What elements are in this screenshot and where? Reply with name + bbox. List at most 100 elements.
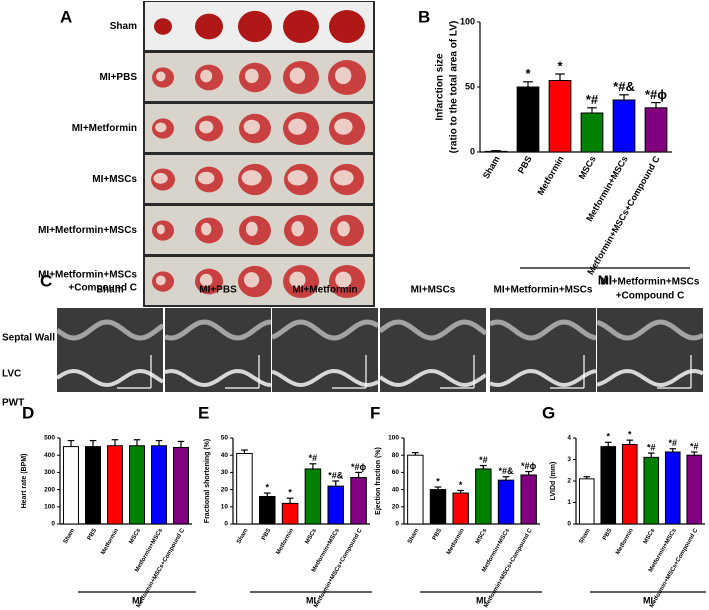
row-label: MI+PBS [99,72,137,83]
x-tick-label: MSCs [577,154,598,181]
bar [621,443,638,525]
infarct-area [289,67,306,84]
row-label: LVC [2,369,21,380]
heart-slice [283,9,319,44]
significance-label: *#& [328,470,344,480]
significance-label: * [459,480,463,490]
bar [350,477,367,525]
scale-bar [117,355,152,389]
y-tick-label: 500 [44,435,55,442]
y-tick-label: 100 [388,435,399,442]
infarct-area [291,221,304,237]
significance-label: *#ϕ [521,461,537,471]
bar [236,452,253,525]
bar [548,80,572,153]
septal-trace [378,319,488,341]
infarct-area [155,275,166,286]
infarct-area [334,118,353,135]
significance-label: *# [690,441,699,451]
septal-trace [271,319,380,341]
x-tick-label: Metformin [615,528,635,556]
y-tick-label: 1 [567,499,571,506]
echo-image [597,308,703,392]
photo-frame [143,1,375,307]
y-axis-label: Ejection fraction (%) [375,447,382,515]
column-title: Sham [96,285,123,296]
infarct-area [241,170,262,186]
y-axis-label: Fractional shortening (%) [204,439,211,523]
group-label: MI [643,595,653,605]
y-tick-label: 0 [470,146,475,156]
column-title: MI+PBS [199,285,237,296]
scale-bar [440,355,475,389]
significance-label: * [628,430,632,440]
y-tick-label: 20 [221,486,229,493]
scale-bar [225,355,260,389]
scale-bar [657,355,692,389]
infarct-area [244,68,259,84]
panel-label: E [198,403,209,422]
row-label: PWT [2,398,24,409]
heart-slice [154,18,172,35]
x-tick-label: MSCs [475,527,489,545]
panel-label: A [60,7,72,26]
x-tick-label: Sham [481,154,502,180]
y-tick-label: 10 [221,504,229,511]
y-axis-label: Heart rate (BPM) [21,454,28,509]
infarct-area [200,69,213,83]
x-tick-label: Metformin+MSCs+Compound C [483,527,534,609]
bar [497,479,515,525]
panel-label: B [418,7,430,26]
septal-trace [489,319,597,341]
bar [664,451,681,525]
bar [475,468,492,525]
infarct-area [197,171,215,185]
x-tick-label: Metformin [535,154,565,197]
scale-bar [332,355,367,389]
y-tick-label: 0 [395,521,399,528]
column-title: MI+Metformin+MSCs [494,285,593,296]
x-tick-label: Sham [578,528,591,545]
significance-label: *#ϕ [645,87,667,102]
infarct-area [287,170,308,186]
panel-label: C [40,271,52,290]
group-label: MI [132,595,142,605]
significance-label: * [288,488,292,498]
bar [85,446,101,525]
y-axis-label: Infarction size [435,53,446,121]
significance-label: *# [647,442,656,452]
group-label: MI [306,595,316,605]
x-tick-label: Sham [63,528,76,545]
y-tick-label: 100 [44,504,55,511]
infarct-area [333,170,354,186]
row-label: +Compound C [68,283,137,294]
y-tick-label: 40 [392,486,400,493]
y-tick-label: 0 [567,521,571,528]
x-tick-label: Metformin [446,528,466,556]
bar [600,446,617,525]
infarct-area [199,120,214,134]
y-tick-label: 0 [224,521,228,528]
row-label: Sham [110,21,137,32]
x-tick-label: Sham [407,528,420,545]
infarct-area [243,272,260,288]
bar [173,446,189,525]
x-tick-label: Sham [236,528,249,545]
septal-trace [55,319,165,341]
y-tick-label: 3 [567,456,571,463]
scale-bar [550,355,585,389]
pwt-trace [489,368,597,388]
y-axis-label: (ratio to the total area of LV) [449,21,460,154]
row-label: MI+Metformin+MSCs [38,270,137,281]
bar [686,454,703,525]
septal-trace [164,319,272,341]
panel-label: G [542,403,555,422]
bar [578,478,595,525]
bar [129,445,145,525]
x-tick-label: MSCs [129,527,143,545]
y-tick-label: 40 [221,452,229,459]
x-tick-label: PBS [602,528,613,542]
bar [429,489,447,525]
y-tick-label: 200 [44,486,55,493]
